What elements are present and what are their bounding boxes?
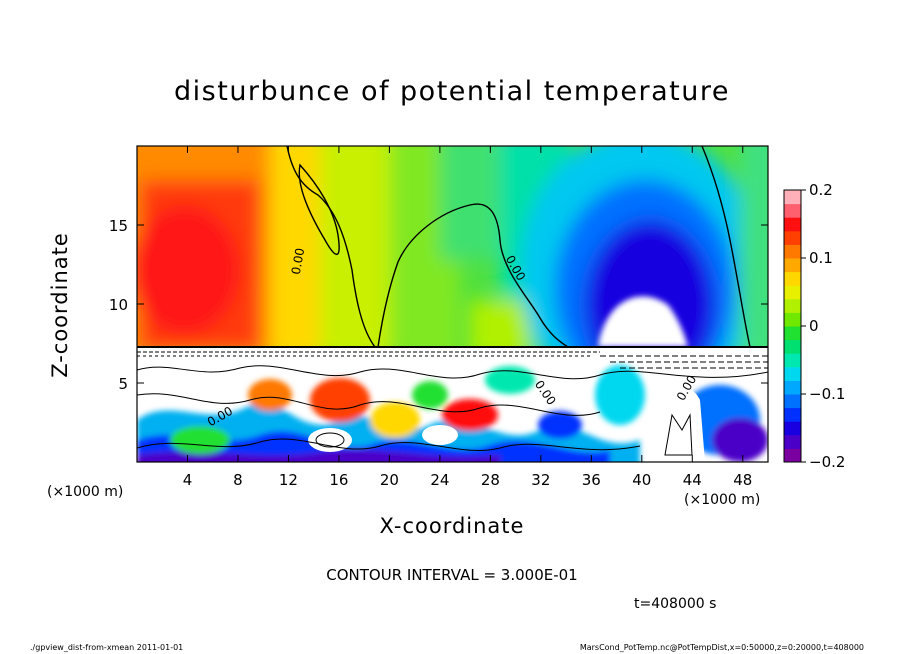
x-tick-label: 8 (233, 471, 243, 489)
colorbar-swatch (784, 230, 801, 245)
x-tick-label: 16 (329, 471, 348, 489)
x-tick-label: 12 (279, 471, 298, 489)
colorbar-tick-label: −0.1 (809, 385, 845, 403)
colorbar-swatch (784, 217, 801, 232)
y-tick-label: 5 (118, 375, 128, 393)
x-tick-label: 48 (733, 471, 752, 489)
colorbar-swatch (784, 339, 801, 354)
x-tick-label: 4 (183, 471, 193, 489)
colorbar-tick-label: 0 (809, 317, 819, 335)
x-tick-label: 36 (582, 471, 601, 489)
x-tick-label: 24 (430, 471, 449, 489)
colorbar-swatch (784, 448, 801, 463)
colorbar-swatch (784, 353, 801, 368)
colorbar-swatch (784, 285, 801, 300)
colorbar-swatch (784, 271, 801, 286)
colorbar-swatch (784, 312, 801, 327)
y-tick-label: 15 (109, 217, 128, 235)
x-tick-label: 40 (632, 471, 651, 489)
colorbar-swatch (784, 203, 801, 218)
x-tick-label: 20 (380, 471, 399, 489)
colorbar-swatch (784, 244, 801, 259)
x-tick-label: 32 (531, 471, 550, 489)
colorbar-swatch (784, 421, 801, 436)
x-tick-label: 44 (683, 471, 702, 489)
colorbar-swatch (784, 298, 801, 313)
y-axis-label: Z-coordinate (48, 232, 72, 378)
contour-label: 0.00 (289, 247, 307, 276)
colorbar-swatch (784, 394, 801, 409)
colorbar-swatch (784, 366, 801, 381)
x-axis-label: X-coordinate (379, 514, 525, 538)
colorbar-tick-label: 0.2 (809, 181, 833, 199)
colorbar-swatch (784, 190, 801, 205)
colorbar-tick-label: 0.1 (809, 249, 833, 267)
colorbar-swatch (784, 434, 801, 449)
colorbar-swatch (784, 258, 801, 273)
colorbar-swatch (784, 326, 801, 341)
x-tick-label: 28 (481, 471, 500, 489)
heatmap-field (137, 146, 768, 462)
y-axis-unit: (×1000 m) (47, 484, 124, 500)
chart-title: disturbunce of potential temperature (174, 76, 730, 107)
colorbar-swatch (784, 407, 801, 422)
footer-right: MarsCond_PotTemp.nc@PotTempDist,x=0:5000… (579, 643, 864, 652)
colorbar-swatch (784, 380, 801, 395)
colorbar-tick-label: −0.2 (809, 453, 845, 471)
time-label: t=408000 s (634, 596, 717, 612)
y-tick-label: 10 (109, 296, 128, 314)
contour-interval-label: CONTOUR INTERVAL = 3.000E-01 (326, 566, 578, 584)
footer-left: ./gpview_dist-from-xmean 2011-01-01 (30, 643, 184, 652)
x-axis-unit: (×1000 m) (684, 492, 761, 508)
